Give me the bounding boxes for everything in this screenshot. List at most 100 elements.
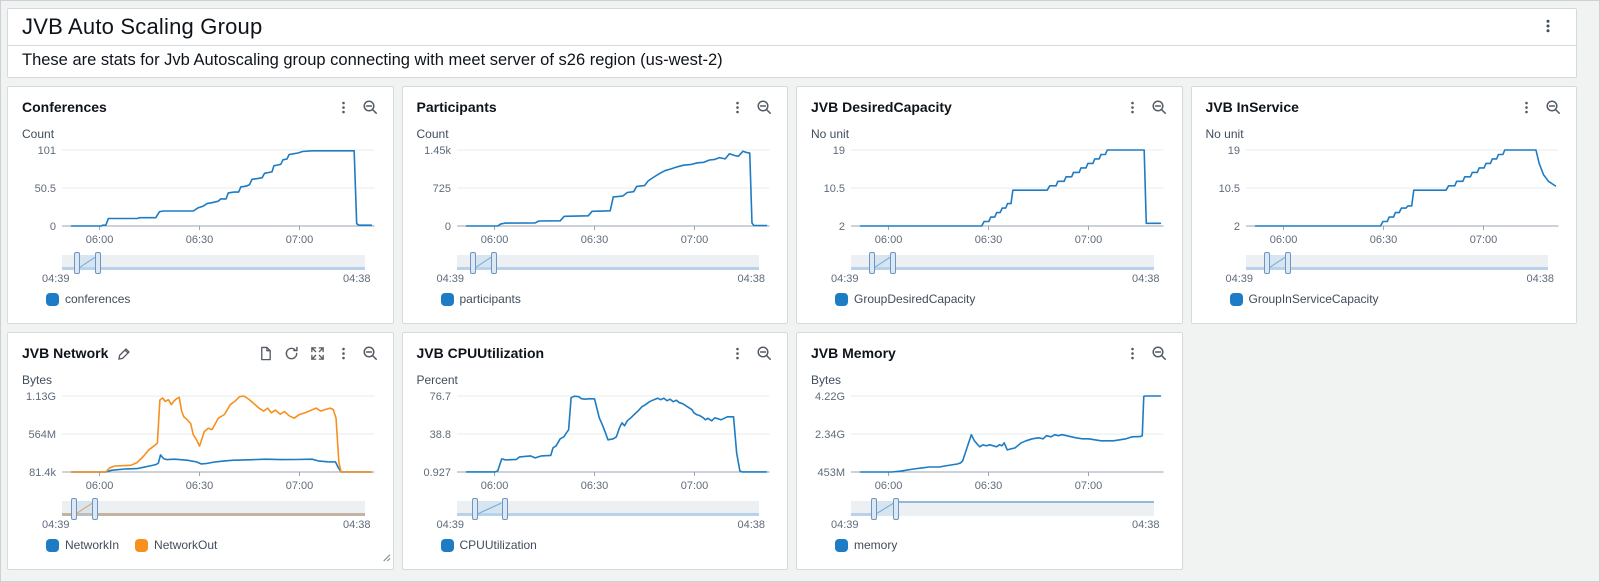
series-CPUUtilization (465, 395, 767, 473)
brush-handle-right[interactable] (890, 252, 897, 274)
y-tick-label: 76.7 (429, 391, 450, 403)
y-tick-label: 19 (833, 145, 845, 157)
copy-button[interactable] (257, 345, 274, 362)
legend: CPUUtilization (440, 538, 774, 552)
kebab-icon (341, 347, 345, 359)
panel-actions (335, 98, 379, 116)
legend-item[interactable]: NetworkIn (46, 538, 119, 552)
brush-handle-right[interactable] (491, 252, 498, 274)
x-tick-label: 07:00 (1469, 234, 1497, 246)
panel-menu-button[interactable] (1518, 99, 1535, 116)
brush-selection[interactable] (471, 498, 508, 520)
brush-selection-sparkline (78, 256, 96, 269)
panel-title: Participants (416, 99, 497, 115)
x-tick-label: 06:30 (580, 234, 608, 246)
panel-menu-button[interactable] (729, 99, 746, 116)
brush-handle-left[interactable] (470, 252, 477, 274)
panel-menu-button[interactable] (729, 345, 746, 362)
brush-range-labels: 04:39 04:38 (42, 519, 371, 531)
time-range-brush[interactable] (62, 498, 365, 520)
brush-handle-left[interactable] (471, 498, 478, 520)
legend-item[interactable]: memory (835, 538, 897, 552)
time-range-brush[interactable] (1245, 252, 1548, 274)
legend-item[interactable]: CPUUtilization (440, 538, 537, 552)
zoom-out-button[interactable] (361, 344, 379, 362)
series-NetworkIn (70, 454, 373, 473)
x-tick-label: 07:00 (1075, 234, 1103, 246)
zoom-out-button[interactable] (361, 98, 379, 116)
zoom-out-button[interactable] (1544, 98, 1562, 116)
kebab-icon (341, 101, 345, 113)
brush-selection[interactable] (74, 252, 102, 274)
brush-selection[interactable] (870, 498, 900, 520)
x-tick-label: 06:00 (875, 480, 903, 492)
zoom-out-button[interactable] (755, 98, 773, 116)
legend-item[interactable]: GroupInServiceCapacity (1229, 292, 1379, 306)
brush-selection-sparkline (476, 502, 502, 515)
brush-selection[interactable] (470, 252, 498, 274)
brush-selection[interactable] (1263, 252, 1291, 274)
chart-desired-capacity[interactable]: 19 10.5 2 06:00 06:30 07:00 (811, 142, 1168, 254)
panel-header: JVB Network (22, 342, 379, 364)
panel-title: JVB Memory (811, 345, 896, 361)
legend-item[interactable]: NetworkOut (135, 538, 217, 552)
brush-handle-right[interactable] (95, 252, 102, 274)
zoom-out-button[interactable] (1150, 344, 1168, 362)
kebab-icon (736, 101, 739, 113)
brush-selection[interactable] (71, 498, 99, 520)
brush-handle-right[interactable] (1284, 252, 1291, 274)
time-range-brush[interactable] (456, 252, 759, 274)
kebab-icon (1546, 19, 1550, 33)
expand-button[interactable] (309, 345, 326, 362)
panel-menu-button[interactable] (335, 99, 352, 116)
x-tick-label: 07:00 (286, 480, 314, 492)
edit-title-button[interactable] (116, 345, 133, 362)
series-conferences (70, 150, 373, 227)
x-tick-label: 07:00 (286, 234, 314, 246)
y-axis-unit-label: Percent (416, 373, 458, 387)
refresh-button[interactable] (283, 345, 300, 362)
page-subtitle: These are stats for Jvb Autoscaling grou… (22, 51, 723, 69)
time-range-brush[interactable] (851, 498, 1154, 520)
chart-conferences[interactable]: 101 50.5 0 06:00 06:30 07:00 (22, 142, 379, 254)
brush-handle-left[interactable] (71, 498, 78, 520)
zoom-out-icon (757, 100, 771, 114)
time-range-brush[interactable] (62, 252, 365, 274)
brush-range-labels: 04:39 04:38 (437, 519, 766, 531)
legend-item[interactable]: conferences (46, 292, 130, 306)
dashboard-menu-button[interactable] (1534, 14, 1562, 41)
zoom-out-button[interactable] (755, 344, 773, 362)
brush-handle-right[interactable] (501, 498, 508, 520)
brush-selection[interactable] (869, 252, 897, 274)
zoom-out-button[interactable] (1150, 98, 1168, 116)
panel-network: JVB Network Bytes 1.13G 564M 81.4k 06:00 06:30… (7, 332, 394, 570)
legend-label: GroupDesiredCapacity (854, 292, 976, 306)
panel-menu-button[interactable] (1124, 99, 1141, 116)
brush-handle-left[interactable] (1263, 252, 1270, 274)
panel-participants: Participants Count 1.45k 725 0 06:00 06:30 07:0… (401, 86, 788, 324)
brush-handle-left[interactable] (870, 498, 877, 520)
y-tick-label: 10.5 (1218, 183, 1239, 195)
legend-item[interactable]: participants (440, 292, 521, 306)
legend-label: NetworkOut (154, 538, 218, 552)
legend-item[interactable]: GroupDesiredCapacity (835, 292, 975, 306)
brush-handle-right[interactable] (92, 498, 99, 520)
time-range-brush[interactable] (456, 498, 759, 520)
chart-memory[interactable]: 4.22G 2.34G 453M 06:00 06:30 07:00 (811, 388, 1168, 500)
y-tick-label: 10.5 (824, 183, 845, 195)
brush-handle-left[interactable] (74, 252, 81, 274)
chart-network[interactable]: 1.13G 564M 81.4k 06:00 06:30 07:00 (22, 388, 379, 500)
brush-handle-left[interactable] (869, 252, 876, 274)
brush-sparkline-low (456, 267, 759, 270)
panel-resize-handle[interactable] (380, 549, 391, 567)
chart-cpu-utilization[interactable]: 76.7 38.8 0.927 06:00 06:30 07:00 (417, 388, 774, 500)
y-tick-label: 453M (817, 467, 845, 479)
time-range-brush[interactable] (851, 252, 1154, 274)
chart-in-service[interactable]: 19 10.5 2 06:00 06:30 07:00 (1206, 142, 1563, 254)
y-tick-label: 1.13G (26, 391, 56, 403)
chart-participants[interactable]: 1.45k 725 0 06:00 06:30 07:00 (417, 142, 774, 254)
brush-handle-right[interactable] (893, 498, 900, 520)
legend: NetworkIn NetworkOut (46, 538, 379, 552)
panel-menu-button[interactable] (1124, 345, 1141, 362)
panel-menu-button[interactable] (335, 345, 352, 362)
